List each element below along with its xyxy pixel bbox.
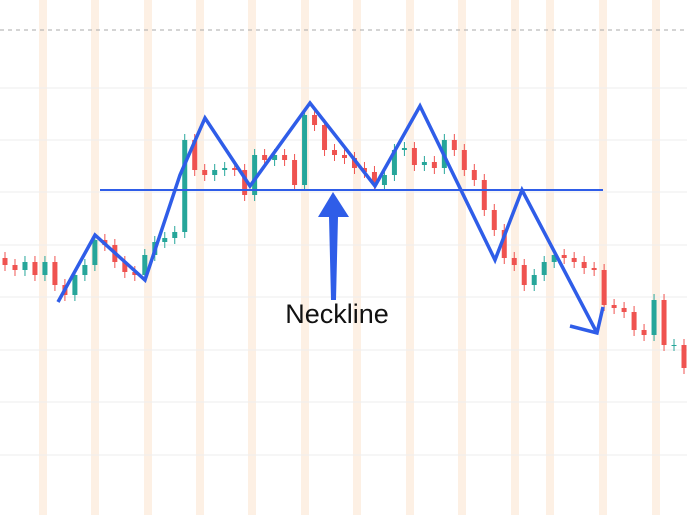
candle-body — [661, 300, 667, 345]
neckline-arrow — [318, 192, 349, 300]
candle-body — [282, 155, 288, 160]
candle-body — [431, 162, 437, 168]
candle-body — [232, 168, 238, 170]
candle-body — [511, 258, 517, 265]
candle-body — [2, 258, 8, 265]
candle-body — [621, 308, 627, 312]
candle-body — [322, 125, 328, 150]
candle-body — [172, 232, 178, 238]
candle-body — [262, 155, 268, 160]
candle-body — [501, 230, 507, 258]
candle-body — [222, 168, 228, 170]
candle-body — [571, 258, 577, 262]
candle-body — [451, 140, 457, 150]
zigzag-arrowhead — [569, 306, 605, 336]
candle-body — [12, 265, 18, 270]
candle-body — [371, 172, 377, 185]
candle-body — [671, 345, 677, 346]
candle-body — [142, 255, 148, 275]
candle-body — [381, 175, 387, 185]
candle-body — [92, 240, 98, 265]
candle-body — [162, 238, 168, 242]
candle-body — [52, 262, 58, 285]
candle-body — [651, 300, 657, 335]
candle-body — [401, 148, 407, 150]
zigzag — [56, 100, 599, 334]
candle-body — [272, 155, 278, 160]
candle-body — [591, 268, 597, 270]
candle-body — [601, 270, 607, 305]
candle-body — [521, 265, 527, 285]
candle-body — [132, 272, 138, 275]
candle-body — [641, 330, 647, 335]
candle-body — [461, 150, 467, 170]
candle-body — [182, 140, 188, 232]
candle-body — [292, 160, 298, 185]
candle-body — [421, 162, 427, 165]
candle-body — [541, 262, 547, 275]
candle-body — [551, 255, 557, 262]
candle-body — [22, 262, 28, 270]
candle-body — [122, 262, 128, 272]
candle-body — [611, 305, 617, 308]
candle-body — [531, 275, 537, 285]
candle-body — [302, 115, 308, 185]
candle-body — [411, 148, 417, 165]
pattern-overlay — [56, 100, 605, 336]
background — [39, 0, 660, 515]
candle-body — [202, 170, 208, 175]
candle-body — [42, 262, 48, 275]
candle-body — [481, 180, 487, 210]
candle-body — [561, 255, 567, 258]
candle-body — [332, 150, 338, 155]
candle-body — [581, 262, 587, 268]
candle-body — [252, 155, 258, 195]
candle-body — [391, 150, 397, 175]
candle-body — [631, 312, 637, 330]
candle-body — [312, 115, 318, 125]
annotation: Neckline — [285, 299, 389, 329]
candle-body — [242, 170, 248, 195]
candle-body — [471, 170, 477, 180]
candle-body — [192, 140, 198, 170]
candle-body — [212, 170, 218, 175]
candle-body — [342, 155, 347, 158]
candle-body — [32, 262, 38, 275]
candle-body — [72, 275, 78, 295]
candle-body — [82, 265, 88, 275]
candle-body — [351, 158, 357, 168]
candle-body — [491, 210, 497, 230]
candle-body — [681, 345, 687, 368]
